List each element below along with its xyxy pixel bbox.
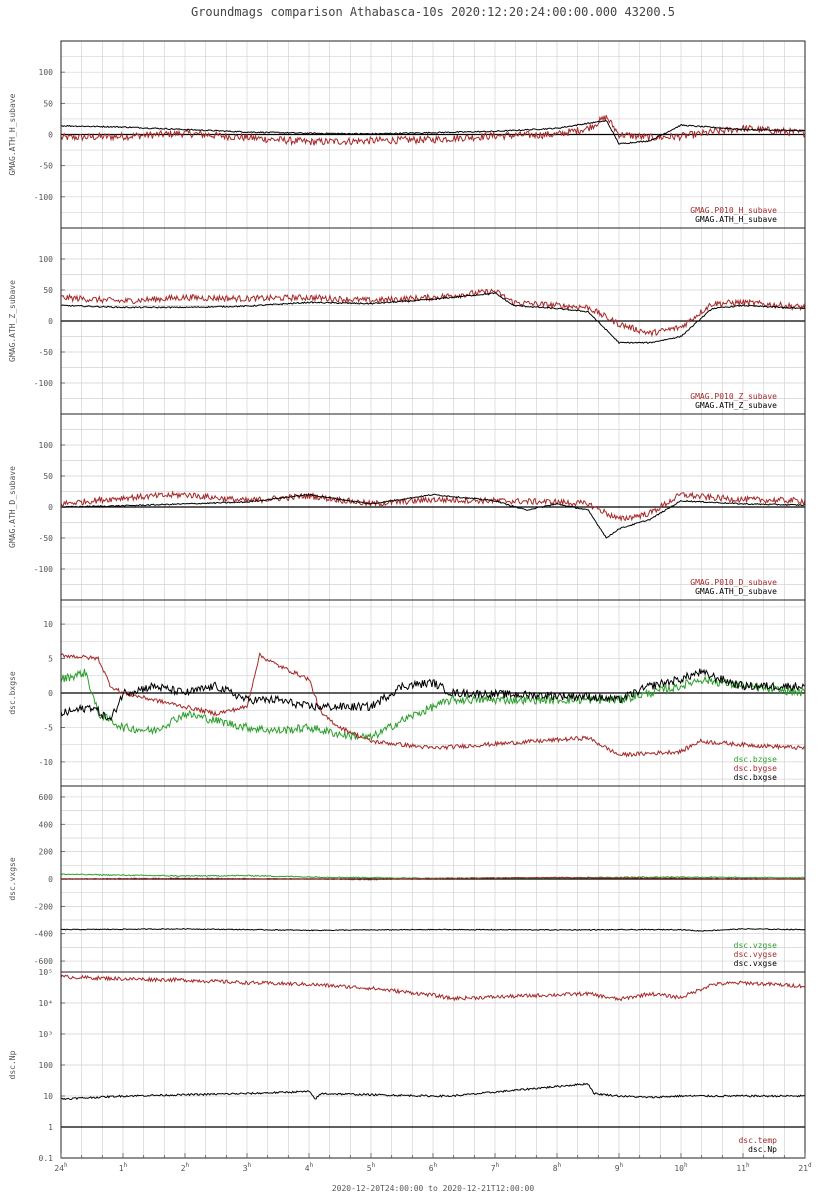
legend-entry: dsc.bygse: [734, 764, 778, 773]
series-line-gmag-p010-d-subave: [60, 490, 806, 523]
y-tick-label: 5: [48, 655, 53, 664]
y-tick-label: 50: [43, 99, 53, 108]
series-line-dsc-bxgse: [60, 668, 806, 722]
series-line-gmag-ath-h-subave: [61, 120, 806, 145]
y-tick-label: 10⁵: [39, 968, 53, 977]
y-tick-label: 400: [39, 820, 54, 829]
x-tick-label: 6h: [429, 1162, 438, 1173]
legend-entry: dsc.bxgse: [734, 773, 778, 782]
x-tick-label: 10h: [674, 1162, 688, 1173]
y-axis-label: GMAG.ATH_Z_subave: [8, 280, 17, 362]
y-tick-label: 0: [48, 317, 53, 326]
y-tick-label: 100: [39, 255, 54, 264]
y-tick-label: 100: [39, 68, 54, 77]
time-axis: 24h 1h 2h 3h 4h 5h 6h 7h 8h 9h 10h 11h 21d: [54, 1153, 812, 1173]
x-tick-label: 21d: [798, 1162, 812, 1173]
series-line-gmag-ath-z-subave: [60, 292, 805, 345]
legend-entry: GMAG.ATH_H_subave: [695, 215, 777, 224]
series-line-dsc-np: [61, 1082, 806, 1101]
panel-1: 100500-50-100GMAG.P010_H_subaveGMAG.ATH_…: [8, 40, 806, 229]
y-tick-label: 10³: [39, 1030, 53, 1039]
x-tick-label: 4h: [305, 1162, 314, 1173]
y-tick-label: 100: [39, 1061, 54, 1070]
y-tick-label: 0: [48, 131, 53, 140]
legend-entry: GMAG.ATH_D_subave: [695, 587, 777, 596]
y-tick-label: -50: [39, 348, 54, 357]
legend-entry: dsc.vzgse: [734, 941, 778, 950]
y-axis-label: dsc.vxgse: [8, 857, 17, 901]
y-tick-label: 0: [48, 875, 53, 884]
legend-entry: GMAG.P010_D_subave: [690, 578, 777, 587]
y-tick-label: 0.1: [39, 1154, 54, 1163]
y-tick-label: -100: [34, 193, 53, 202]
y-axis-label: GMAG.ATH_D_subave: [8, 466, 17, 548]
y-tick-label: 1: [48, 1123, 53, 1132]
legend-entry: dsc.temp: [738, 1136, 777, 1145]
x-tick-label: 1h: [119, 1162, 128, 1173]
legend-entry: GMAG.P010_H_subave: [690, 206, 777, 215]
legend-entry: GMAG.P010_Z_subave: [690, 392, 777, 401]
y-tick-label: -200: [34, 902, 53, 911]
x-tick-label: 7h: [491, 1162, 500, 1173]
series-line-gmag-p010-h-subave: [60, 115, 806, 147]
x-tick-label: 5h: [367, 1162, 376, 1173]
time-range-label: 2020-12-20T24:00:00 to 2020-12-21T12:00:…: [332, 1184, 534, 1193]
y-tick-label: -600: [34, 957, 53, 966]
y-tick-label: -5: [43, 723, 53, 732]
x-tick-label: 9h: [615, 1162, 624, 1173]
panels: 100500-50-100GMAG.P010_H_subaveGMAG.ATH_…: [8, 40, 806, 1163]
legend-entry: dsc.bzgse: [734, 755, 778, 764]
y-tick-label: 100: [39, 441, 54, 450]
y-tick-label: 50: [43, 286, 53, 295]
y-tick-label: 0: [48, 503, 53, 512]
x-tick-label: 3h: [243, 1162, 252, 1173]
y-tick-label: 50: [43, 472, 53, 481]
x-tick-label: 24h: [54, 1162, 68, 1173]
y-tick-label: 600: [39, 793, 54, 802]
panel-3: 100500-50-100GMAG.P010_D_subaveGMAG.ATH_…: [8, 413, 806, 601]
y-tick-label: 200: [39, 848, 54, 857]
y-tick-label: -50: [39, 162, 54, 171]
legend-entry: dsc.Np: [748, 1145, 777, 1154]
y-tick-label: 10: [43, 1092, 53, 1101]
y-tick-label: -100: [34, 379, 53, 388]
x-tick-label: 8h: [553, 1162, 562, 1173]
legend-entry: GMAG.ATH_Z_subave: [695, 401, 777, 410]
y-axis-label: dsc.bxgse: [8, 671, 17, 715]
panel-2: 100500-50-100GMAG.P010_Z_subaveGMAG.ATH_…: [8, 227, 806, 415]
y-tick-label: -400: [34, 930, 53, 939]
panel-5: 600 400 200 0 -200 -400 -600 dsc.vzgsedsc.vygse…: [8, 785, 806, 973]
series-line-dsc-bygse: [60, 651, 805, 758]
y-tick-label: 10: [43, 620, 53, 629]
series-line-gmag-ath-d-subave: [60, 493, 806, 539]
series-line-dsc-bzgse: [60, 668, 806, 742]
x-tick-label: 2h: [181, 1162, 190, 1173]
y-tick-label: -100: [34, 565, 53, 574]
y-tick-label: 10⁴: [39, 999, 53, 1008]
y-axis-label: dsc.Np: [8, 1050, 17, 1079]
x-tick-label: 11h: [736, 1162, 750, 1173]
legend-entry: dsc.vxgse: [734, 959, 778, 968]
y-tick-label: -10: [39, 758, 54, 767]
y-tick-label: -50: [39, 534, 54, 543]
legend-entry: dsc.vygse: [734, 950, 778, 959]
series-line-dsc-temp: [60, 974, 806, 1002]
y-tick-label: 0: [48, 689, 53, 698]
series-line-dsc-vxgse: [60, 927, 806, 932]
series-line-dsc-vygse: [60, 876, 806, 881]
series-line-gmag-p010-z-subave: [60, 288, 806, 338]
chart-title: Groundmags comparison Athabasca-10s 2020…: [191, 5, 675, 19]
y-axis-label: GMAG.ATH_H_subave: [8, 93, 17, 175]
